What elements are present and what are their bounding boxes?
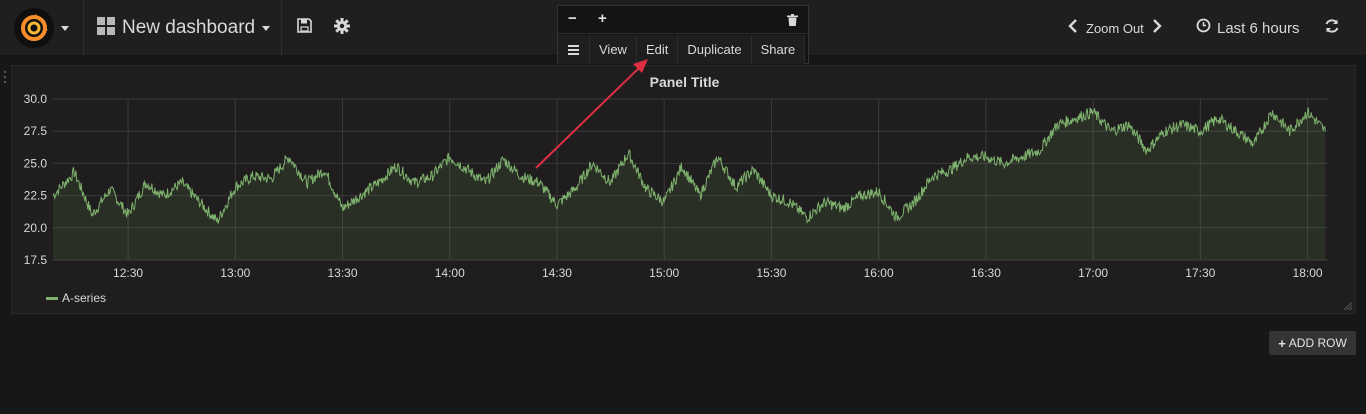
- panel-edit-button[interactable]: Edit: [636, 35, 679, 64]
- time-range-label: Last 6 hours: [1217, 19, 1300, 37]
- panel-resize-handle-icon[interactable]: [1344, 302, 1352, 310]
- panel-menu-top-bar: − +: [558, 6, 808, 34]
- add-row-label: ADD ROW: [1288, 336, 1347, 350]
- row-drag-handle-icon[interactable]: [3, 70, 7, 84]
- clock-icon: [1196, 18, 1211, 38]
- x-tick-label: 16:00: [864, 266, 894, 280]
- dashboard-grid-icon: [96, 16, 116, 41]
- graph-chart[interactable]: 30.0 27.5 25.0 22.5 20.0 17.5 12:30 13:00 13:30 1…: [12, 66, 1357, 315]
- x-tick-label: 17:30: [1185, 266, 1215, 280]
- panel-menu-more-button[interactable]: [558, 35, 590, 64]
- y-tick-label: 25.0: [24, 156, 48, 170]
- refresh-icon: [1324, 18, 1340, 39]
- y-tick-label: 17.5: [24, 253, 48, 267]
- x-tick-label: 15:30: [756, 266, 786, 280]
- legend-series-label: A-series: [62, 291, 107, 305]
- chevron-right-icon[interactable]: [1152, 18, 1162, 38]
- panel-span-decrease-button[interactable]: −: [568, 10, 577, 27]
- dashboard-title: New dashboard: [122, 17, 256, 38]
- x-tick-label: 14:30: [542, 266, 572, 280]
- settings-button[interactable]: [322, 0, 362, 56]
- x-tick-label: 13:00: [220, 266, 250, 280]
- dashboard-picker[interactable]: New dashboard: [84, 0, 282, 56]
- add-row-button[interactable]: + ADD ROW: [1269, 331, 1356, 355]
- grafana-logo-icon: [14, 8, 54, 48]
- x-tick-label: 12:30: [113, 266, 143, 280]
- y-tick-label: 30.0: [24, 92, 48, 106]
- hamburger-icon: [568, 44, 579, 55]
- grafana-menu-button[interactable]: [0, 0, 84, 56]
- panel-share-button[interactable]: Share: [751, 35, 806, 64]
- panel-span-increase-button[interactable]: +: [598, 10, 607, 27]
- panel-menu-actions: View Edit Duplicate Share: [558, 35, 806, 64]
- chevron-down-icon: [262, 25, 271, 31]
- x-tick-label: 15:00: [649, 266, 679, 280]
- refresh-button[interactable]: [1316, 0, 1348, 56]
- gear-icon: [334, 17, 350, 39]
- save-icon: [296, 18, 312, 38]
- legend-series-swatch: [46, 296, 58, 300]
- zoom-controls: Zoom Out: [1068, 0, 1162, 56]
- plus-icon: +: [1278, 335, 1286, 351]
- series-line[interactable]: [52, 107, 1326, 224]
- zoom-out-button[interactable]: Zoom Out: [1086, 20, 1144, 36]
- x-tick-label: 16:30: [971, 266, 1001, 280]
- panel-title[interactable]: Panel Title: [649, 74, 720, 90]
- x-tick-label: 17:00: [1078, 266, 1108, 280]
- chevron-down-icon: [61, 25, 69, 31]
- time-picker-button[interactable]: Last 6 hours: [1196, 0, 1300, 56]
- x-tick-label: 13:30: [327, 266, 357, 280]
- chevron-left-icon[interactable]: [1068, 18, 1078, 38]
- x-tick-label: 18:00: [1293, 266, 1323, 280]
- panel-view-button[interactable]: View: [590, 35, 637, 64]
- y-tick-label: 27.5: [24, 124, 48, 138]
- y-tick-label: 22.5: [24, 189, 48, 203]
- y-tick-label: 20.0: [24, 221, 48, 235]
- graph-panel: Panel Title 30.0 27.5 25.0 22.5 20.0 17.5 12:3…: [11, 65, 1356, 314]
- x-tick-label: 14:00: [435, 266, 465, 280]
- save-button[interactable]: [284, 0, 324, 56]
- panel-duplicate-button[interactable]: Duplicate: [678, 35, 752, 64]
- series-area-fill: [53, 107, 1326, 261]
- legend-item[interactable]: A-series: [46, 291, 106, 305]
- panel-menu: − + View Edit Duplicate Share: [557, 5, 809, 64]
- panel-remove-button[interactable]: [787, 13, 798, 30]
- trash-icon: [787, 14, 798, 26]
